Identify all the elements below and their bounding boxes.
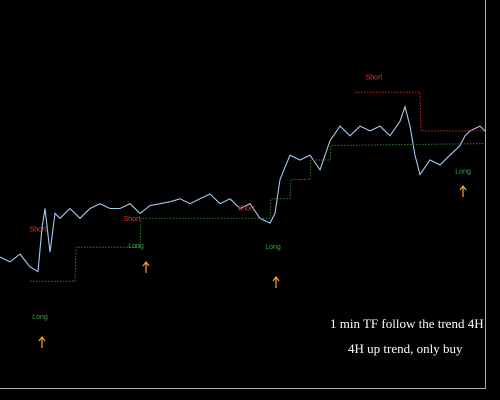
note: 1 min TF follow the trend 4H (330, 316, 484, 331)
level-line (30, 143, 486, 282)
signal-label: Long (265, 244, 281, 251)
signal-label: Short (30, 227, 47, 234)
buy-arrows (38, 185, 467, 348)
arrow (142, 261, 150, 273)
arrow (38, 336, 46, 348)
signal-label: Short (238, 205, 255, 212)
signal-label: Long (32, 314, 48, 321)
signal-label: Long (128, 243, 144, 250)
signal-label: Short (124, 216, 141, 223)
arrow (459, 185, 467, 197)
signal-label: Long (455, 169, 471, 176)
signal-label: Short (366, 74, 383, 81)
arrow (272, 276, 280, 288)
level-line (355, 91, 485, 132)
price-line (0, 104, 486, 273)
note: 4H up trend, only buy (348, 341, 463, 356)
